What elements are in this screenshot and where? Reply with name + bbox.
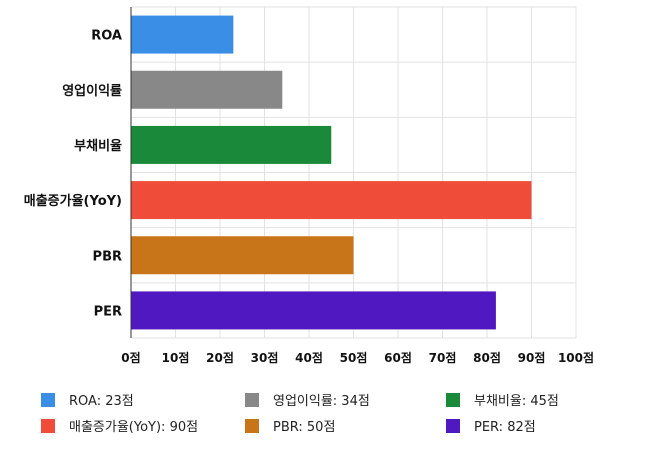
category-label: ROA <box>91 29 122 44</box>
legend-swatch <box>446 393 460 407</box>
bars <box>131 15 532 330</box>
legend-item[interactable]: PBR: 50점 <box>245 419 335 435</box>
bar-부채비율[interactable] <box>131 125 332 164</box>
legend-item[interactable]: ROA: 23점 <box>41 393 134 409</box>
legend-label: PER: 82점 <box>474 420 536 435</box>
legend-item[interactable]: 부채비율: 45점 <box>446 393 559 409</box>
legend-swatch <box>446 419 460 433</box>
x-tick-label: 60점 <box>384 350 412 365</box>
bar-roa[interactable] <box>131 15 234 54</box>
category-label: 매출증가율(YoY) <box>24 193 122 209</box>
x-tick-label: 10점 <box>162 350 190 365</box>
legend-swatch <box>245 393 259 407</box>
x-tick-labels: 0점 10점 20점 30점 40점 50점 60점 70점 80점 90점 100점 <box>121 350 594 365</box>
legend-label: ROA: 23점 <box>69 394 134 409</box>
x-tick-label: 40점 <box>295 350 323 365</box>
bar-per[interactable] <box>131 291 496 330</box>
bar-영업이익률[interactable] <box>131 70 283 109</box>
bar-매출증가율-yoy[interactable] <box>131 181 532 220</box>
legend-swatch <box>245 419 259 433</box>
category-label: 영업이익률 <box>62 83 122 99</box>
legend-label: 부채비율: 45점 <box>474 394 559 409</box>
x-tick-label: 30점 <box>251 350 279 365</box>
legend-label: 매출증가율(YoY): 90점 <box>69 420 198 435</box>
x-tick-label: 50점 <box>340 350 368 365</box>
legend-item[interactable]: 영업이익률: 34점 <box>245 393 370 409</box>
legend-item[interactable]: PER: 82점 <box>446 419 536 435</box>
legend-label: PBR: 50점 <box>273 420 335 435</box>
x-tick-label: 0점 <box>121 350 140 365</box>
category-label: PBR <box>93 249 122 264</box>
grid <box>131 6 577 339</box>
legend-swatch <box>41 419 55 433</box>
category-label: PER <box>94 304 122 319</box>
x-tick-label: 20점 <box>206 350 234 365</box>
legend-item[interactable]: 매출증가율(YoY): 90점 <box>41 419 198 435</box>
bar-pbr[interactable] <box>131 236 354 275</box>
x-tick-label: 70점 <box>429 350 457 365</box>
legend-label: 영업이익률: 34점 <box>273 394 370 409</box>
category-label: 부채비율 <box>74 138 122 154</box>
x-tick-label: 100점 <box>558 350 594 365</box>
x-tick-label: 90점 <box>518 350 546 365</box>
legend-swatch <box>41 393 55 407</box>
x-tick-label: 80점 <box>473 350 501 365</box>
